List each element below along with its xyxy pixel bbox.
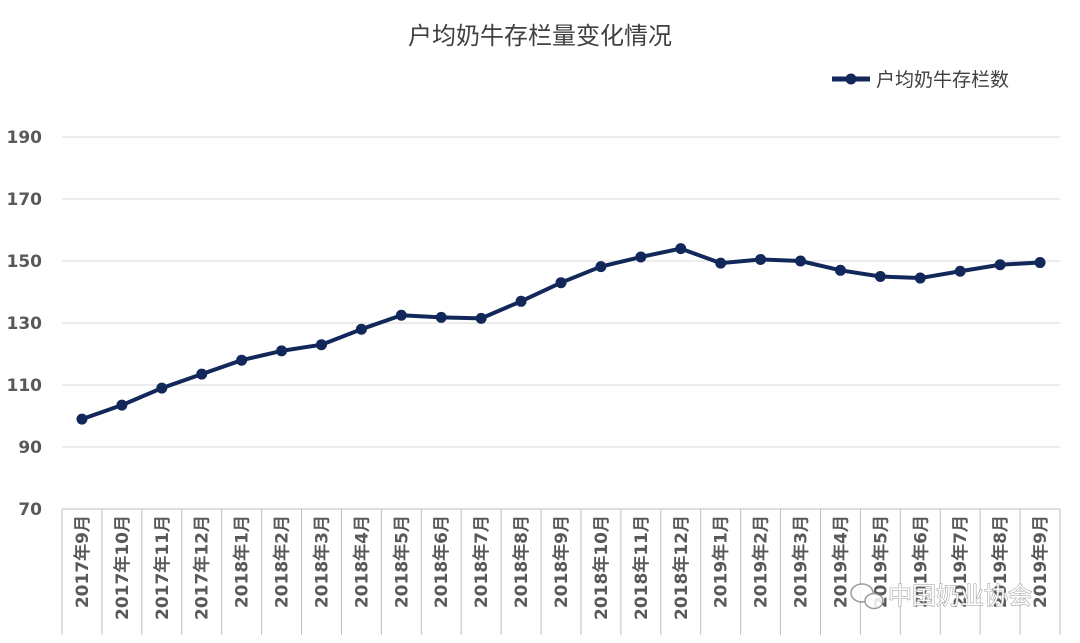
data-point xyxy=(156,382,168,394)
x-tick-label: 2018年10月 xyxy=(591,515,612,620)
y-tick-label: 110 xyxy=(7,376,43,396)
y-axis-ticks: 70 90 110 130 150 170 190 xyxy=(7,128,43,520)
watermark-text: 中国奶业协会 xyxy=(888,582,1032,610)
data-point xyxy=(395,309,407,321)
wechat-icon xyxy=(850,583,884,610)
y-tick-label: 190 xyxy=(7,128,43,148)
data-point xyxy=(1034,257,1046,269)
x-tick-label: 2018年6月 xyxy=(431,515,452,608)
data-point xyxy=(196,368,208,380)
data-point xyxy=(555,277,567,289)
series-layer xyxy=(76,243,1046,425)
x-tick-label: 2018年8月 xyxy=(511,515,532,608)
data-point xyxy=(715,257,727,269)
x-tick-label: 2019年3月 xyxy=(791,515,812,608)
data-point xyxy=(635,251,647,263)
x-tick-label: 2018年9月 xyxy=(551,515,572,608)
gridlines xyxy=(62,136,1060,510)
x-tick-label: 2019年5月 xyxy=(870,515,891,608)
x-tick-label: 2018年1月 xyxy=(232,515,253,608)
x-axis: 2017年9月 2017年10月 2017年11月 2017年12月 2018年1月 20… xyxy=(61,509,1061,635)
data-point xyxy=(315,339,327,351)
x-tick-label: 2018年11月 xyxy=(631,515,652,620)
y-tick-label: 70 xyxy=(18,500,42,520)
x-tick-label: 2019年2月 xyxy=(751,515,772,608)
data-point xyxy=(595,261,607,273)
data-point xyxy=(874,271,886,282)
x-tick-label: 2019年8月 xyxy=(990,515,1011,608)
x-tick-label: 2018年12月 xyxy=(671,515,692,620)
data-point xyxy=(795,255,807,267)
data-point xyxy=(475,312,487,324)
x-tick-label: 2017年12月 xyxy=(192,515,213,620)
y-tick-label: 150 xyxy=(7,252,43,272)
x-tick-label: 2019年4月 xyxy=(830,515,851,608)
data-point xyxy=(515,295,527,307)
data-point xyxy=(755,253,767,265)
x-tick-label: 2018年3月 xyxy=(311,515,332,608)
chart-title: 户均奶牛存栏量变化情况 xyxy=(408,22,672,50)
data-point xyxy=(675,243,687,255)
data-point xyxy=(355,323,367,335)
x-tick-label: 2018年5月 xyxy=(391,515,412,608)
legend-label: 户均奶牛存栏数 xyxy=(876,69,1009,91)
x-tick-label: 2019年6月 xyxy=(910,515,931,608)
legend: 户均奶牛存栏数 xyxy=(832,69,1009,91)
x-tick-label: 2019年7月 xyxy=(950,515,971,608)
data-point xyxy=(994,259,1006,271)
data-point xyxy=(236,354,248,366)
x-tick-label: 2019年9月 xyxy=(1030,515,1051,608)
x-tick-label: 2019年1月 xyxy=(711,515,732,608)
y-tick-label: 130 xyxy=(7,314,43,334)
data-point xyxy=(116,399,128,411)
data-point xyxy=(76,413,88,425)
x-tick-label: 2017年11月 xyxy=(152,515,173,620)
data-point xyxy=(834,264,846,276)
x-tick-label: 2017年9月 xyxy=(72,515,93,608)
x-tick-label: 2018年7月 xyxy=(471,515,492,608)
data-point xyxy=(276,345,288,357)
y-tick-label: 90 xyxy=(18,438,42,458)
data-point xyxy=(435,311,447,323)
series-line xyxy=(79,246,1043,422)
watermark: 中国奶业协会 xyxy=(850,582,1033,611)
data-point xyxy=(914,272,926,284)
x-tick-label: 2018年4月 xyxy=(351,515,372,608)
y-tick-label: 170 xyxy=(7,190,43,210)
legend-marker xyxy=(845,73,857,85)
data-point xyxy=(954,265,966,277)
x-tick-label: 2018年2月 xyxy=(272,515,293,608)
x-tick-label: 2017年10月 xyxy=(112,515,133,620)
